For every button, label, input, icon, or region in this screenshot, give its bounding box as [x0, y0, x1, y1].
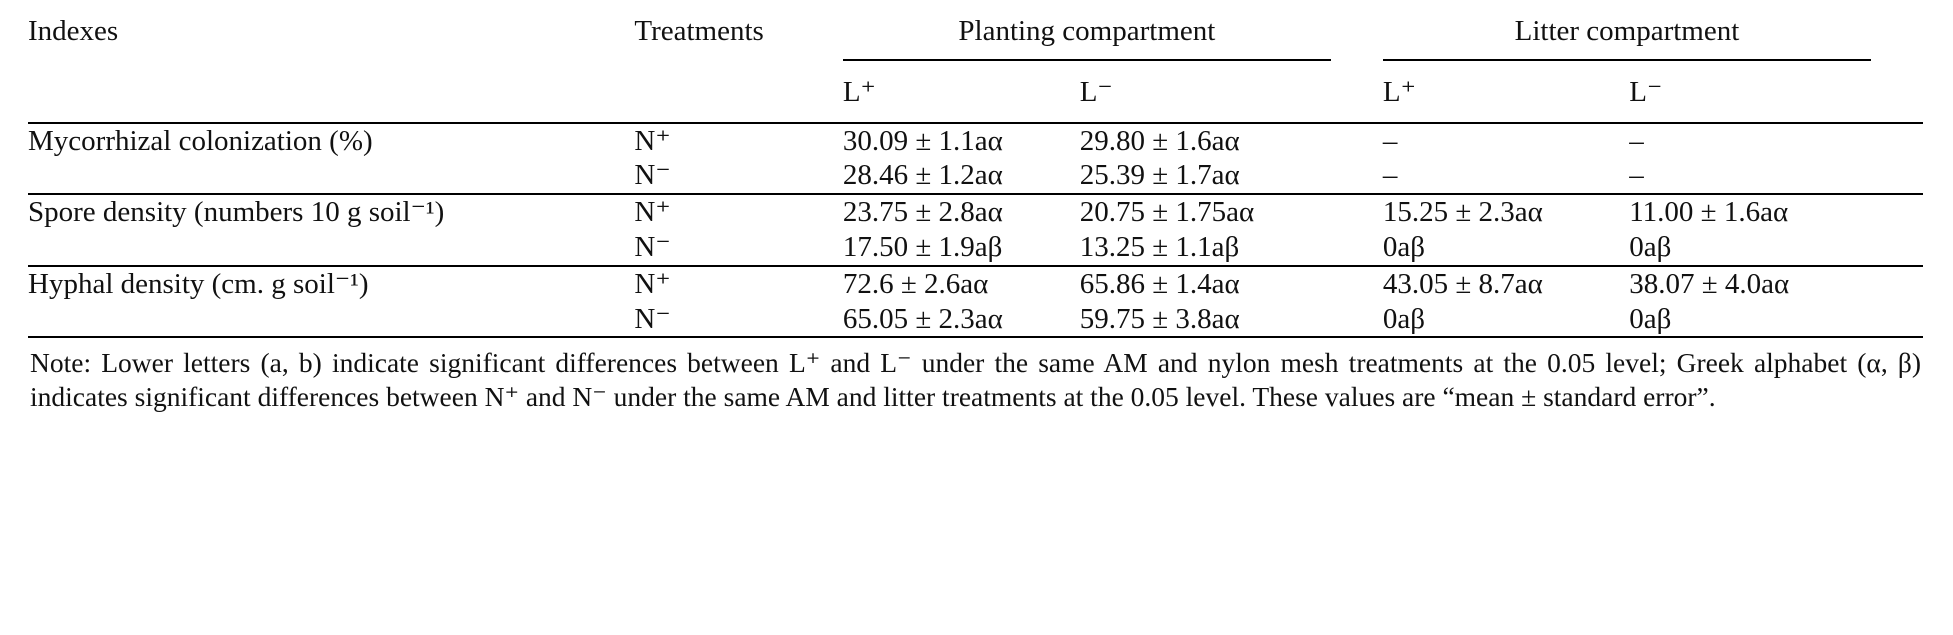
subheader-planting-lplus: L⁺ [842, 60, 1080, 124]
index-cell [28, 229, 635, 267]
column-group-litter-label: Litter compartment [1382, 14, 1871, 61]
value-cell: – [1629, 124, 1644, 157]
value-cell: 13.25 ± 1.1aβ [1079, 229, 1383, 267]
value-cell: 0aβ [1382, 229, 1630, 267]
subheader-planting-lminus: L⁻ [1079, 60, 1383, 124]
table-row: Spore density (numbers 10 g soil⁻¹) N⁺ 2… [28, 194, 1923, 230]
table-row: N⁻ 65.05 ± 2.3aα 59.75 ± 3.8aα 0aβ 0aβ [28, 301, 1923, 339]
value-cell: 0aβ [1382, 301, 1630, 339]
value-cell: 38.07 ± 4.0aα [1629, 267, 1790, 300]
treatment-cell: N⁻ [634, 301, 843, 339]
value-cell: 25.39 ± 1.7aα [1079, 158, 1383, 196]
table-note: Note: Lower letters (a, b) indicate sign… [30, 347, 1921, 413]
value-cell: 20.75 ± 1.75aα [1079, 196, 1255, 229]
index-cell [28, 301, 635, 339]
subheader-litter-lplus: L⁺ [1382, 60, 1630, 124]
column-group-litter: Litter compartment [1382, 6, 1923, 61]
table-row: N⁻ 17.50 ± 1.9aβ 13.25 ± 1.1aβ 0aβ 0aβ [28, 229, 1923, 267]
table-row: Hyphal density (cm. g soil⁻¹) N⁺ 72.6 ± … [28, 266, 1923, 302]
column-group-planting-label: Planting compartment [842, 14, 1331, 61]
column-group-planting: Planting compartment [842, 6, 1383, 61]
value-cell: – [1629, 158, 1923, 196]
treatment-cell: N⁻ [634, 229, 843, 267]
treatment-cell: N⁺ [634, 267, 671, 300]
empty-cell [28, 60, 635, 124]
value-cell: 23.75 ± 2.8aα [842, 196, 1003, 229]
index-cell: Mycorrhizal colonization (%) [28, 124, 373, 157]
subheader-litter-lminus: L⁻ [1629, 60, 1923, 124]
value-cell: 17.50 ± 1.9aβ [842, 229, 1080, 267]
column-header-treatments: Treatments [634, 15, 764, 47]
subheader-row: L⁺ L⁻ L⁺ L⁻ [28, 60, 1923, 124]
group-header-row: Indexes Treatments Planting compartment … [28, 6, 1923, 61]
index-cell: Hyphal density (cm. g soil⁻¹) [28, 267, 369, 300]
column-header-indexes: Indexes [28, 15, 119, 47]
value-cell: 0aβ [1629, 301, 1923, 339]
value-cell: 59.75 ± 3.8aα [1079, 301, 1383, 339]
value-cell: 0aβ [1629, 229, 1923, 267]
value-cell: 15.25 ± 2.3aα [1382, 196, 1543, 229]
results-table: Indexes Treatments Planting compartment … [28, 6, 1923, 339]
value-cell: 72.6 ± 2.6aα [842, 267, 989, 300]
treatment-cell: N⁻ [634, 158, 843, 196]
value-cell: 11.00 ± 1.6aα [1629, 196, 1789, 229]
table-row: Mycorrhizal colonization (%) N⁺ 30.09 ± … [28, 123, 1923, 159]
index-cell: Spore density (numbers 10 g soil⁻¹) [28, 196, 445, 229]
treatment-cell: N⁺ [634, 196, 671, 229]
value-cell: 43.05 ± 8.7aα [1382, 267, 1543, 300]
value-cell: – [1382, 158, 1630, 196]
value-cell: – [1382, 124, 1398, 157]
value-cell: 65.05 ± 2.3aα [842, 301, 1080, 339]
value-cell: 29.80 ± 1.6aα [1079, 124, 1240, 157]
value-cell: 28.46 ± 1.2aα [842, 158, 1080, 196]
index-cell [28, 158, 635, 196]
table-row: N⁻ 28.46 ± 1.2aα 25.39 ± 1.7aα – – [28, 158, 1923, 196]
empty-cell [634, 60, 843, 124]
value-cell: 65.86 ± 1.4aα [1079, 267, 1240, 300]
treatment-cell: N⁺ [634, 124, 671, 157]
value-cell: 30.09 ± 1.1aα [842, 124, 1003, 157]
